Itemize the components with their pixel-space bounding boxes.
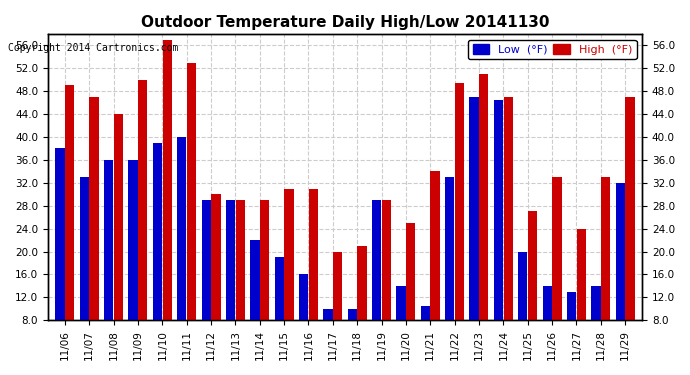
- Bar: [104, 160, 113, 366]
- Bar: [163, 40, 172, 366]
- Bar: [284, 189, 294, 366]
- Bar: [625, 97, 635, 366]
- Bar: [494, 100, 503, 366]
- Bar: [504, 97, 513, 366]
- Bar: [455, 82, 464, 366]
- Bar: [177, 137, 186, 366]
- Bar: [615, 183, 625, 366]
- Bar: [591, 286, 600, 366]
- Text: Copyright 2014 Cartronics.com: Copyright 2014 Cartronics.com: [8, 43, 179, 52]
- Bar: [90, 97, 99, 366]
- Bar: [138, 80, 148, 366]
- Bar: [275, 257, 284, 366]
- Bar: [236, 200, 245, 366]
- Bar: [250, 240, 259, 366]
- Bar: [577, 229, 586, 366]
- Bar: [357, 246, 366, 366]
- Bar: [260, 200, 269, 366]
- Bar: [65, 86, 75, 366]
- Bar: [601, 177, 610, 366]
- Bar: [187, 63, 196, 366]
- Bar: [55, 148, 65, 366]
- Bar: [480, 74, 489, 366]
- Bar: [372, 200, 382, 366]
- Bar: [152, 143, 162, 366]
- Bar: [421, 306, 430, 366]
- Title: Outdoor Temperature Daily High/Low 20141130: Outdoor Temperature Daily High/Low 20141…: [141, 15, 549, 30]
- Bar: [406, 223, 415, 366]
- Bar: [518, 252, 527, 366]
- Bar: [114, 114, 123, 366]
- Bar: [542, 286, 552, 366]
- Bar: [382, 200, 391, 366]
- Bar: [396, 286, 406, 366]
- Bar: [528, 211, 538, 366]
- Legend: Low  (°F), High  (°F): Low (°F), High (°F): [469, 39, 637, 59]
- Bar: [431, 171, 440, 366]
- Bar: [469, 97, 479, 366]
- Bar: [567, 292, 576, 366]
- Bar: [308, 189, 318, 366]
- Bar: [299, 274, 308, 366]
- Bar: [333, 252, 342, 366]
- Bar: [80, 177, 89, 366]
- Bar: [211, 194, 221, 366]
- Bar: [324, 309, 333, 366]
- Bar: [201, 200, 210, 366]
- Bar: [552, 177, 562, 366]
- Bar: [348, 309, 357, 366]
- Bar: [445, 177, 454, 366]
- Bar: [128, 160, 138, 366]
- Bar: [226, 200, 235, 366]
